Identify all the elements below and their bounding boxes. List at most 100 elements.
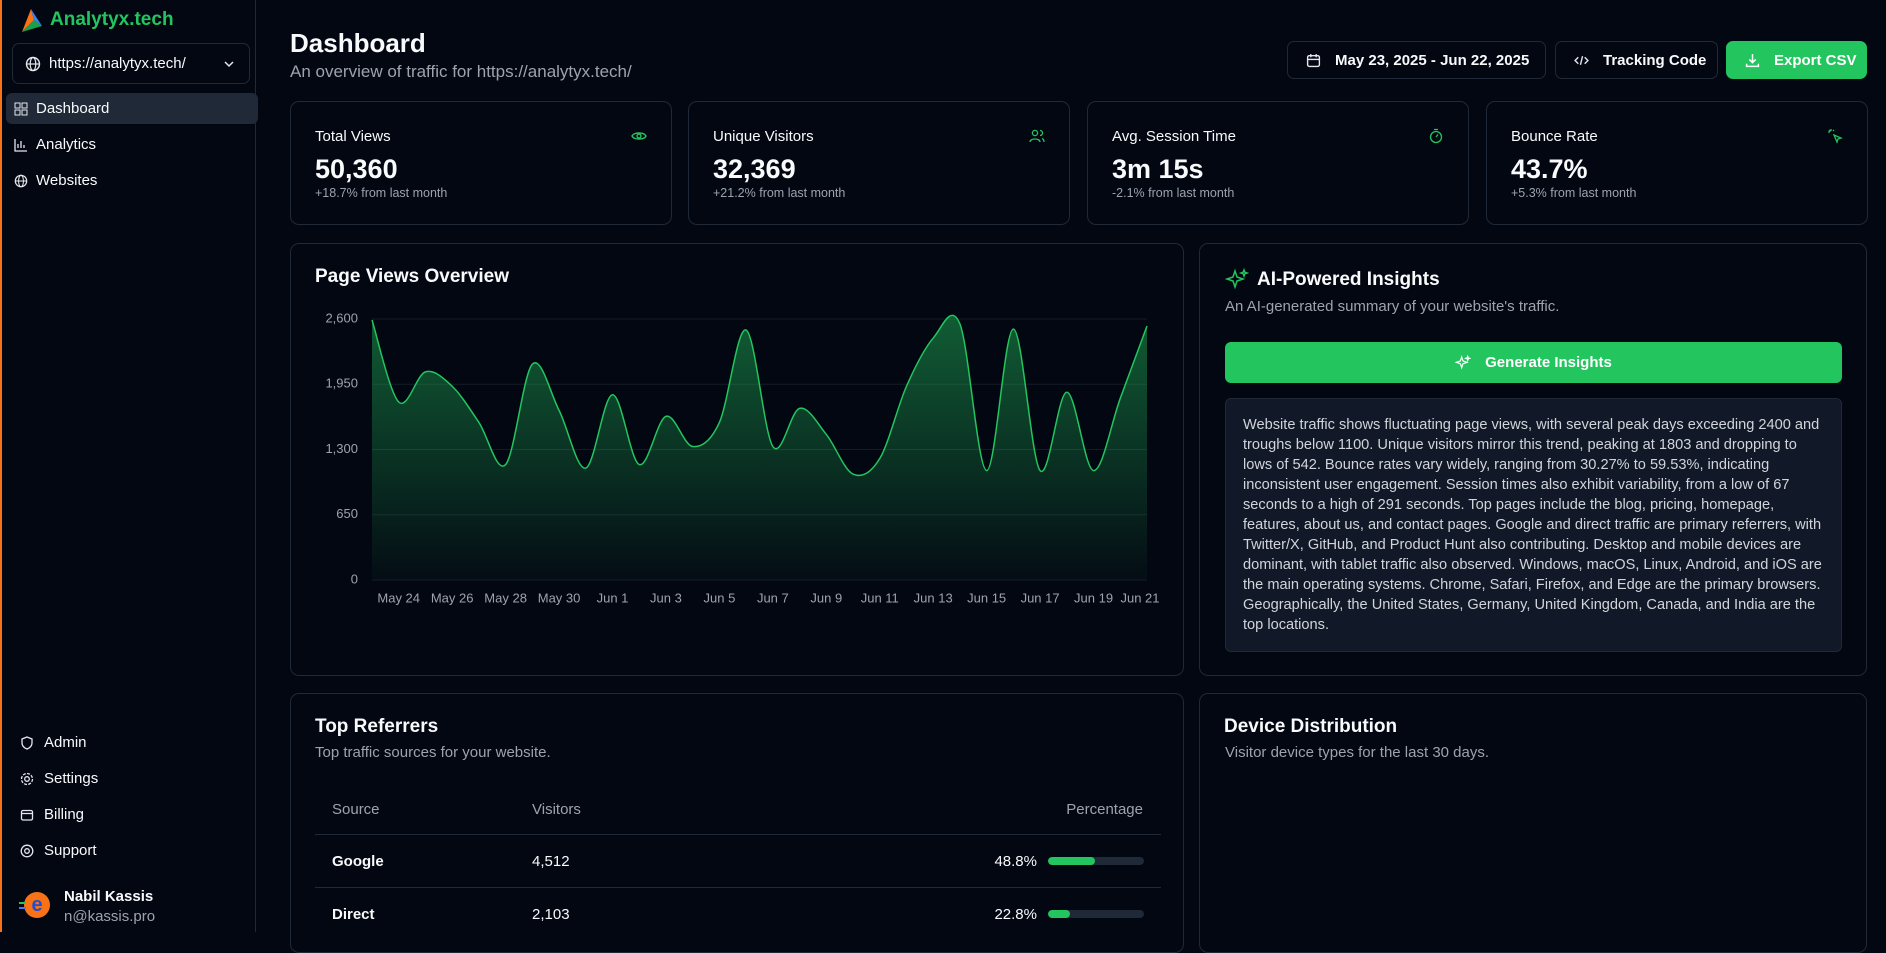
x-tick-label: May 26 <box>431 590 474 605</box>
nav-label: Admin <box>44 734 87 751</box>
progress-bar <box>1048 910 1070 918</box>
progress-bar <box>1048 857 1095 865</box>
nav-item[interactable]: Analytics <box>6 129 258 160</box>
date-range-button[interactable]: May 23, 2025 - Jun 22, 2025 <box>1287 41 1546 79</box>
sparkles-icon <box>1455 354 1472 370</box>
chart: 0 650 1,300 1,950 2,600 May 24 May 26 May 28 May… <box>325 310 1159 605</box>
button-label: Tracking Code <box>1603 51 1707 69</box>
brand: Analytyx.tech <box>50 9 174 30</box>
nav-item[interactable]: Settings <box>14 763 244 794</box>
icon <box>14 174 28 188</box>
stat-value: 43.7% <box>1511 154 1588 184</box>
visitors: 4,512 <box>532 853 570 870</box>
sidebar: Analytyx.tech https://analytyx.tech/ Das… <box>0 0 258 932</box>
eye-icon <box>631 132 647 140</box>
nav-item[interactable]: Dashboard <box>6 93 258 124</box>
export-csv-button[interactable]: Export CSV <box>1726 41 1867 79</box>
y-tick-label: 2,600 <box>325 310 358 325</box>
insights-title: AI-Powered Insights <box>1257 269 1440 290</box>
icon <box>20 844 34 858</box>
referrers-title: Top Referrers <box>315 716 439 737</box>
stat-label: Unique Visitors <box>713 128 814 145</box>
nav-item[interactable]: Billing <box>14 799 244 830</box>
logo <box>22 9 42 32</box>
y-tick-label: 1,950 <box>325 376 358 391</box>
devices-title: Device Distribution <box>1224 716 1398 737</box>
stat-card: Avg. Session Time 3m 15s -2.1% from last… <box>1087 101 1469 225</box>
stat-card: Total Views 50,360 +18.7% from last mont… <box>290 101 672 225</box>
icon <box>14 139 27 152</box>
nav-label: Settings <box>44 770 99 787</box>
icon <box>20 772 34 786</box>
code-icon <box>1574 55 1589 65</box>
sparkles-icon <box>1225 268 1249 290</box>
stat-value: 32,369 <box>713 154 796 184</box>
nav-item[interactable]: Admin <box>14 727 244 758</box>
tracking-code-button[interactable]: Tracking Code <box>1555 41 1718 79</box>
x-tick-label: May 28 <box>484 590 527 605</box>
button-label: Export CSV <box>1774 51 1857 69</box>
y-tick-label: 0 <box>351 571 358 586</box>
devices-subtitle: Visitor device types for the last 30 day… <box>1225 744 1490 761</box>
globe-icon <box>25 56 41 72</box>
nav-label: Websites <box>36 172 98 189</box>
icon <box>20 809 34 821</box>
x-tick-label: May 30 <box>538 590 581 605</box>
user-email: n@kassis.pro <box>64 908 156 925</box>
source: Direct <box>332 906 375 923</box>
column-header: Source <box>332 801 380 818</box>
x-tick-label: May 24 <box>377 590 420 605</box>
table-row: Google 4,512 48.8% <box>315 834 1161 888</box>
x-tick-label: Jun 1 <box>597 590 629 605</box>
percentage: 48.8% <box>994 853 1037 870</box>
download-icon <box>1745 53 1760 67</box>
site-selector[interactable]: https://analytyx.tech/ <box>12 43 250 84</box>
stat-change: +21.2% from last month <box>713 186 846 200</box>
icon <box>21 736 33 750</box>
nav-item[interactable]: Websites <box>6 165 258 196</box>
column-header: Percentage <box>1066 801 1143 818</box>
x-tick-label: Jun 9 <box>810 590 842 605</box>
chart-card: Page Views Overview 0 650 1,300 1,950 2,600 M… <box>290 243 1184 676</box>
insights-subtitle: An AI-generated summary of your website'… <box>1225 298 1560 315</box>
source: Google <box>332 853 384 870</box>
progress-track <box>1048 857 1144 865</box>
site-url: https://analytyx.tech/ <box>49 55 186 72</box>
y-tick-label: 1,300 <box>325 441 358 456</box>
calendar-icon <box>1306 53 1321 67</box>
progress-track <box>1048 910 1144 918</box>
page-subtitle: An overview of traffic for https://analy… <box>290 62 632 81</box>
users-icon <box>1029 129 1045 143</box>
pointer-icon <box>1828 129 1843 144</box>
column-header: Visitors <box>532 801 581 818</box>
user-name: Nabil Kassis <box>64 888 154 905</box>
x-tick-label: Jun 19 <box>1074 590 1113 605</box>
nav-label: Dashboard <box>36 100 110 117</box>
x-tick-label: Jun 17 <box>1021 590 1060 605</box>
avatar: e <box>19 892 50 918</box>
stat-change: +5.3% from last month <box>1511 186 1637 200</box>
nav-label: Billing <box>44 806 85 823</box>
percentage: 22.8% <box>994 906 1037 923</box>
referrers-card: Top Referrers Top traffic sources for yo… <box>290 693 1184 953</box>
page-title: Dashboard <box>290 28 426 58</box>
stat-value: 3m 15s <box>1112 154 1204 184</box>
y-tick-label: 650 <box>336 506 358 521</box>
stat-value: 50,360 <box>315 154 398 184</box>
x-tick-label: Jun 5 <box>704 590 736 605</box>
devices-card: Device Distribution Visitor device types… <box>1199 693 1867 953</box>
stat-change: +18.7% from last month <box>315 186 448 200</box>
nav-label: Support <box>44 842 97 859</box>
stat-label: Bounce Rate <box>1511 128 1598 145</box>
nav-item[interactable]: Support <box>14 835 244 866</box>
referrers-subtitle: Top traffic sources for your website. <box>315 744 551 761</box>
stat-label: Total Views <box>315 128 391 145</box>
x-tick-label: Jun 13 <box>914 590 953 605</box>
svg-text:e: e <box>31 894 42 916</box>
line <box>371 314 1148 477</box>
button-label: May 23, 2025 - Jun 22, 2025 <box>1335 51 1530 69</box>
x-tick-label: Jun 21 <box>1120 590 1159 605</box>
nav-label: Analytics <box>36 136 97 153</box>
icon <box>14 102 28 116</box>
generate-insights-button[interactable]: Generate Insights <box>1225 342 1842 383</box>
